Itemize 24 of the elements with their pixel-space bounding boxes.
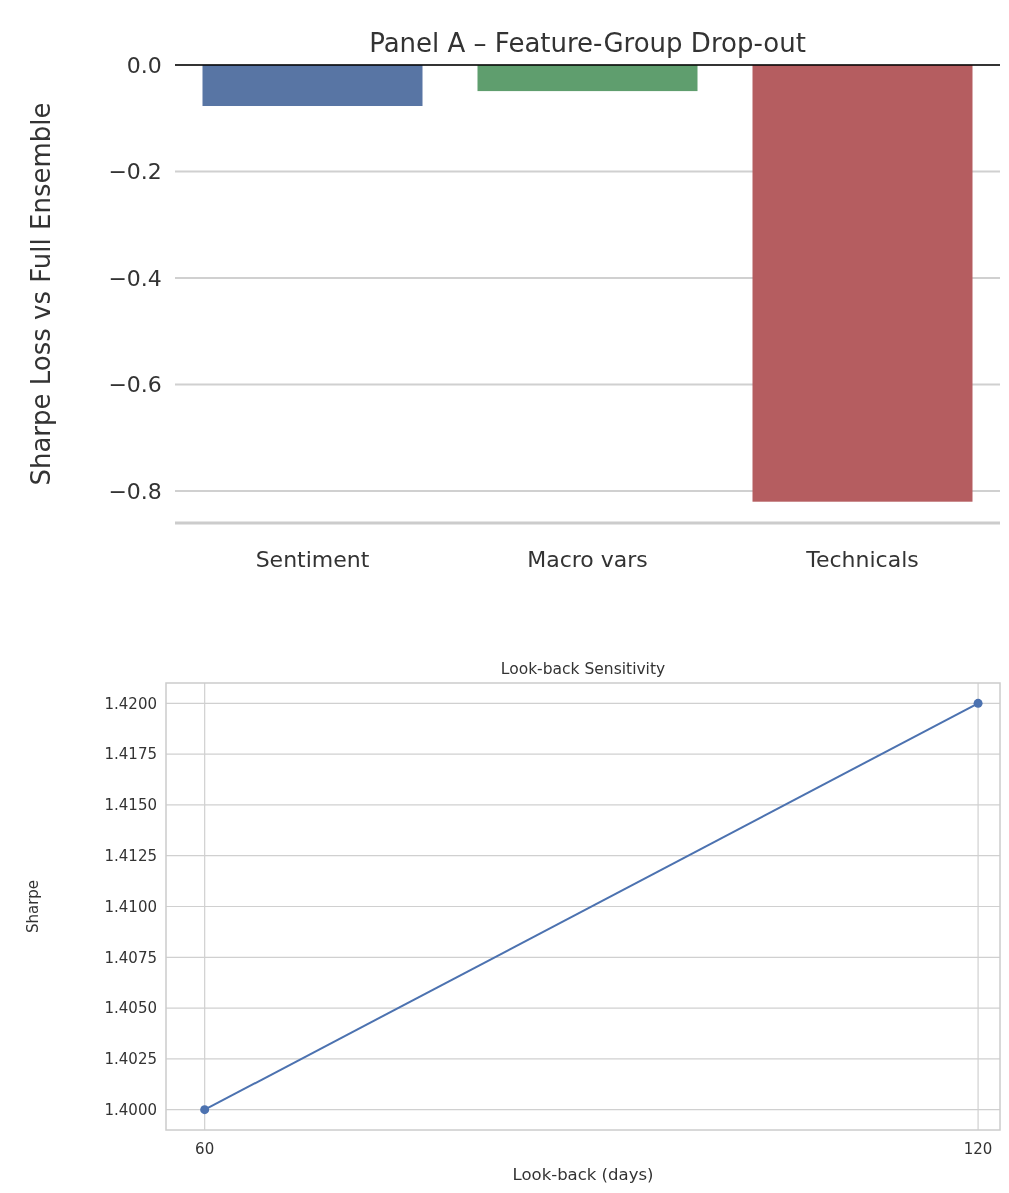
y-tick-label: −0.8	[108, 478, 162, 504]
y-tick-label: 1.4125	[104, 846, 157, 865]
x-tick-label: 120	[963, 1140, 993, 1158]
x-axis-title: Look-back (days)	[512, 1164, 654, 1184]
x-tick-label: 60	[195, 1140, 215, 1158]
y-tick-label: 1.4175	[104, 745, 157, 764]
y-tick-label: −0.4	[108, 265, 162, 291]
chart-title: Look-back Sensitivity	[500, 660, 666, 678]
y-tick-label: 1.4025	[104, 1050, 157, 1069]
y-tick-label: 1.4050	[104, 999, 157, 1018]
x-tick-label: Technicals	[805, 547, 919, 572]
y-tick-label: 1.4100	[104, 897, 157, 916]
y-tick-label: −0.2	[108, 159, 162, 185]
y-axis-title: Sharpe	[24, 879, 42, 934]
y-tick-label: 1.4200	[104, 694, 157, 713]
y-tick-label: −0.6	[108, 372, 162, 398]
chart-title: Panel A – Feature-Group Drop-out	[369, 27, 806, 58]
x-tick-label: Macro vars	[527, 547, 648, 572]
y-tick-label: 0.0	[126, 52, 162, 78]
y-axis-title: Sharpe Loss vs Full Ensemble	[26, 102, 56, 486]
y-tick-label: 1.4150	[104, 796, 157, 815]
x-tick-label: Sentiment	[255, 547, 370, 572]
y-tick-label: 1.4000	[104, 1100, 157, 1119]
y-tick-label: 1.4075	[104, 948, 157, 967]
